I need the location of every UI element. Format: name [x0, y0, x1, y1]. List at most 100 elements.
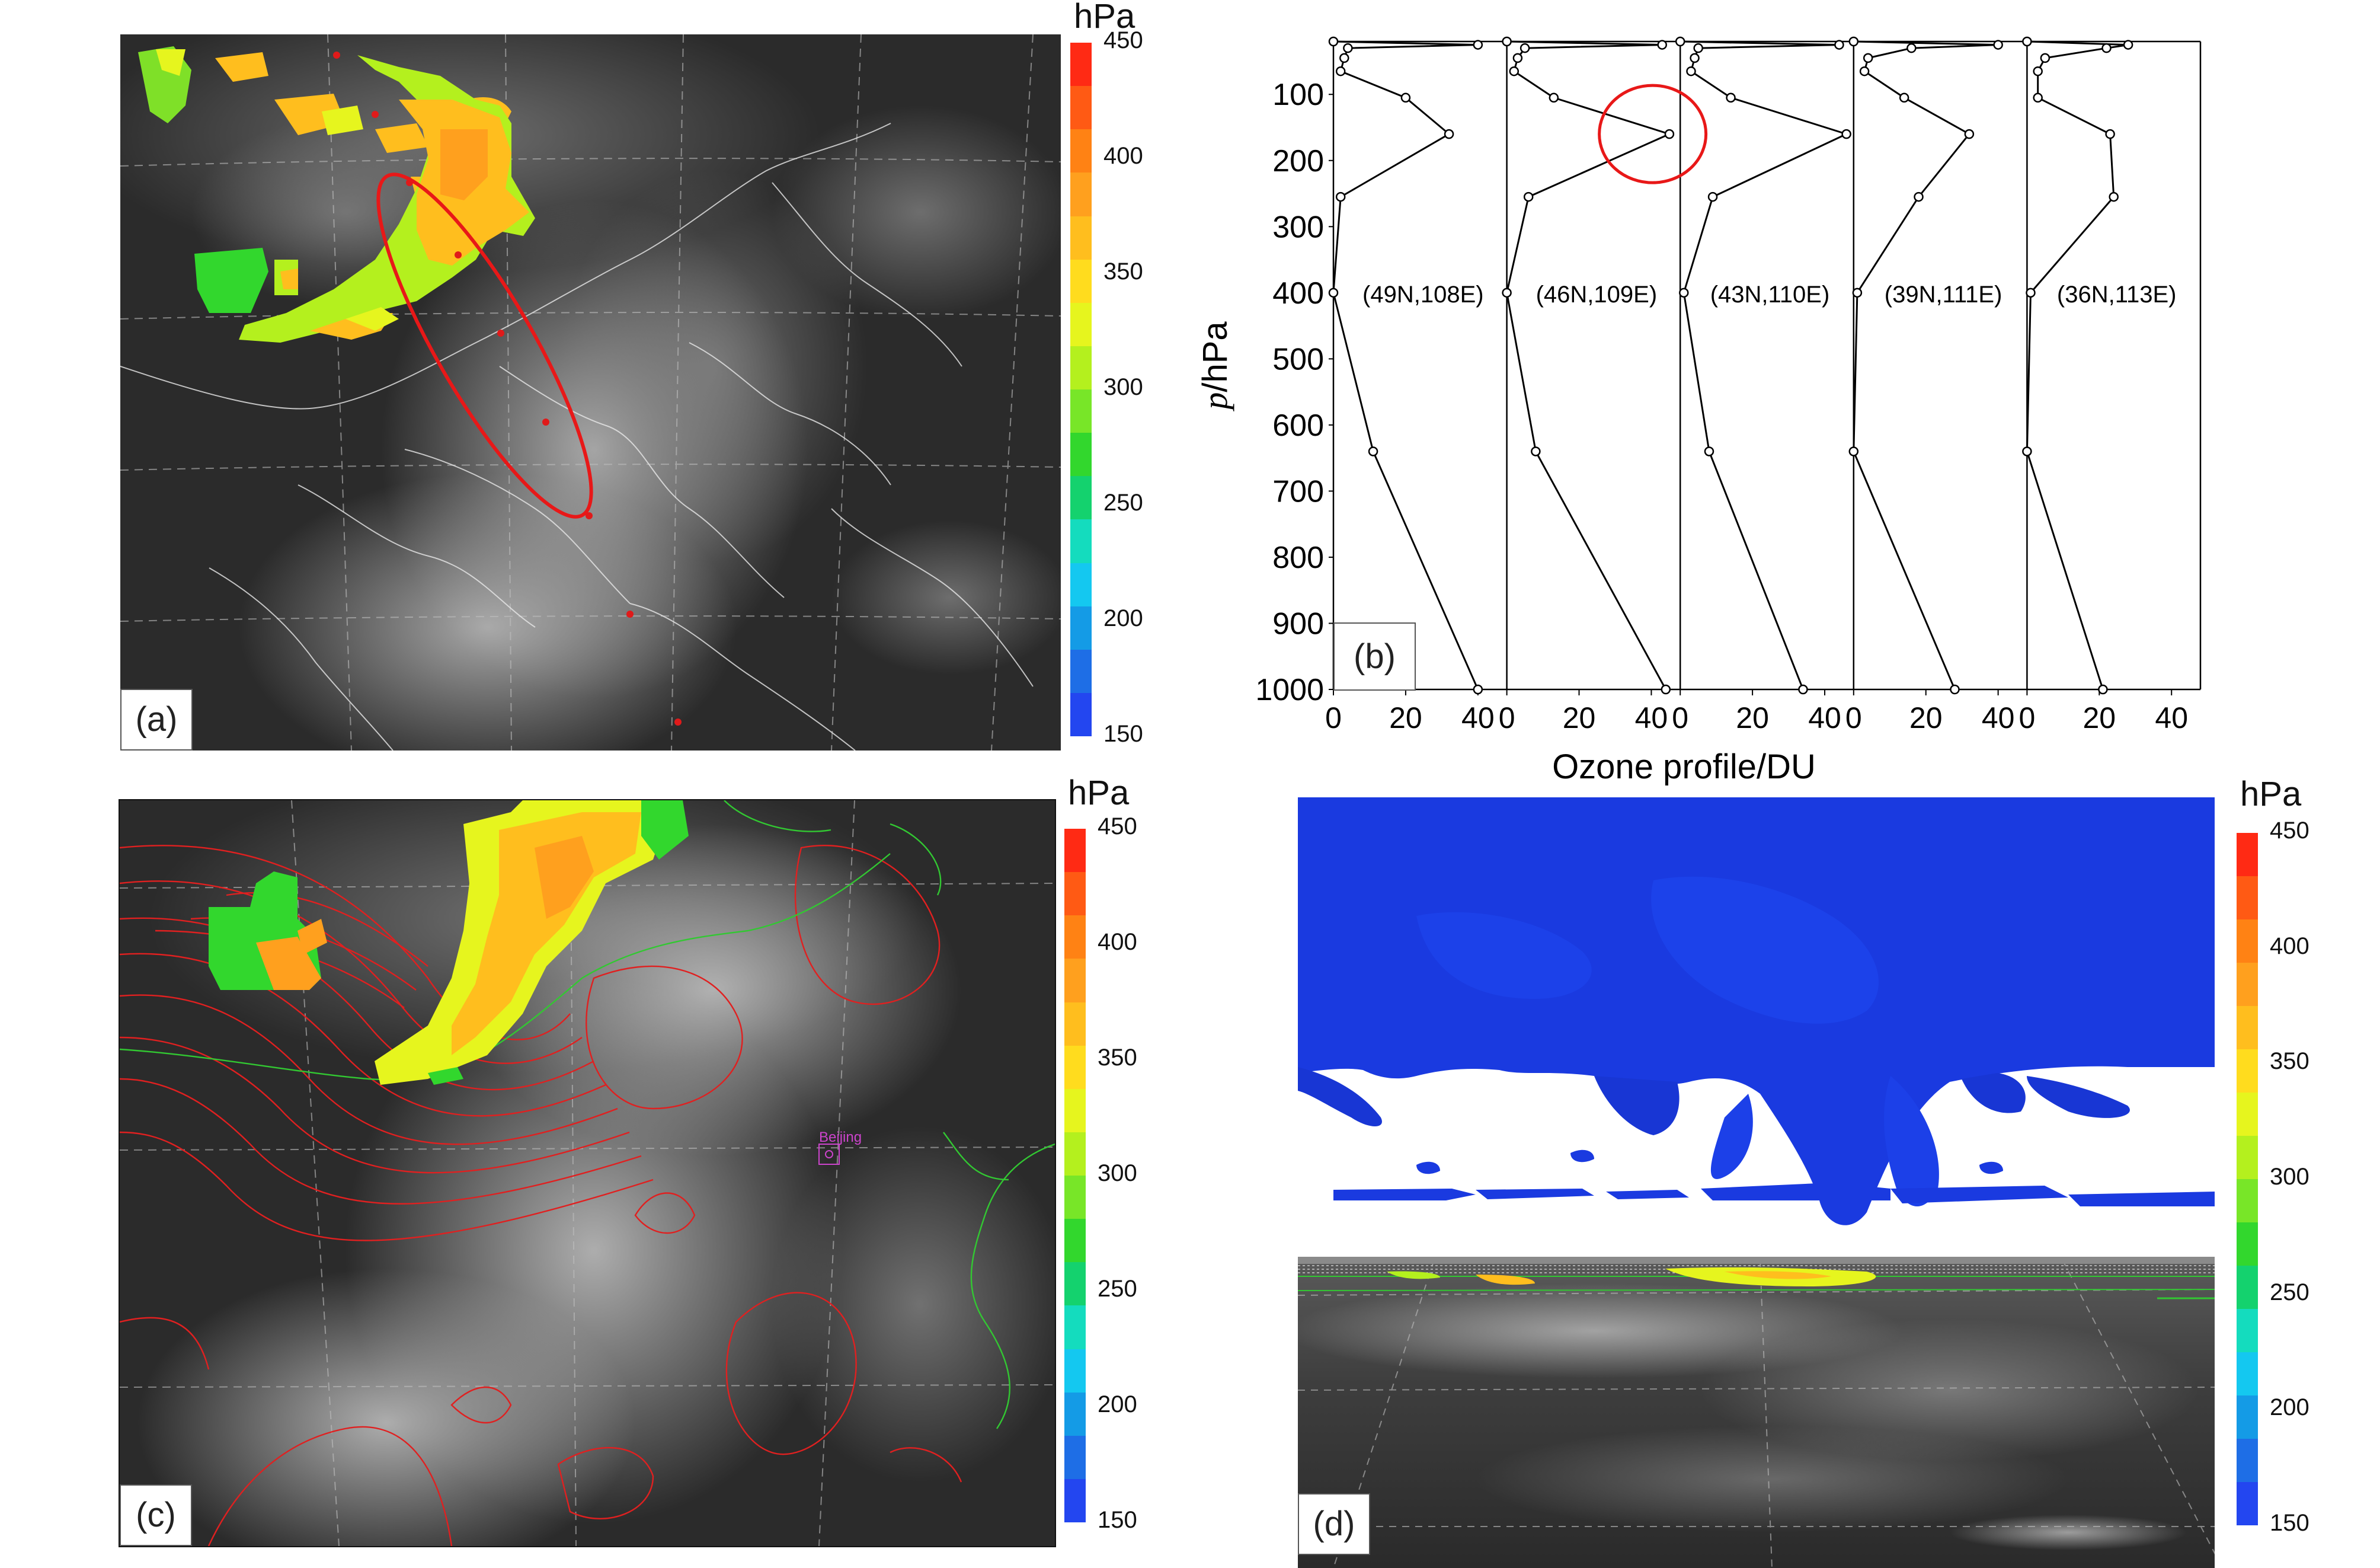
colorbar-tick-label: 200	[1103, 605, 1143, 631]
colorbar-tick-label: 350	[1103, 258, 1143, 285]
colorbar-swatch	[1064, 1478, 1086, 1522]
profile-point	[1328, 36, 1339, 47]
colorbar-tick-label: 250	[1098, 1276, 1137, 1302]
colorbar-swatch	[1064, 1392, 1086, 1436]
colorbar-swatch	[1070, 476, 1092, 520]
panel-d: (d)	[1298, 797, 2215, 1568]
colorbar-swatch	[1070, 216, 1092, 260]
colorbar-swatch	[1064, 1349, 1086, 1393]
colorbar-swatch	[2237, 1352, 2258, 1395]
profile-point	[2026, 288, 2036, 298]
series-label: (46N,109E)	[1536, 282, 1658, 308]
x-tick-label: 20	[1389, 701, 1422, 734]
profile-point	[1964, 129, 1975, 139]
x-tick-label: 0	[2018, 701, 2035, 734]
panel-a-label: (a)	[120, 689, 193, 751]
profile-point	[1531, 446, 1541, 456]
y-tick-label: 200	[1272, 144, 1324, 178]
colorbar-swatch	[2237, 1179, 2258, 1222]
colorbar-swatch	[2237, 1266, 2258, 1309]
colorbar-swatch	[2237, 876, 2258, 919]
series-label: (49N,108E)	[1362, 282, 1484, 308]
y-axis-label: p/hPa	[1196, 321, 1234, 412]
x-tick-label: 20	[2083, 701, 2116, 734]
y-tick-label: 800	[1272, 541, 1324, 575]
profile-point	[1657, 40, 1667, 50]
x-tick-label: 0	[1325, 701, 1342, 734]
colorbar-tick-label: 400	[1098, 929, 1137, 955]
profile-point	[1661, 684, 1671, 695]
colorbar-swatch	[2237, 1136, 2258, 1179]
colorbar-swatch	[1070, 389, 1092, 433]
profile-point	[1848, 36, 1859, 47]
x-tick-label: 40	[1808, 701, 1841, 734]
profile-point	[1848, 446, 1859, 456]
colorbar-swatch	[1064, 915, 1086, 959]
colorbar-swatch	[1064, 1176, 1086, 1219]
profile-line	[1506, 40, 1672, 690]
profile-point	[1690, 53, 1700, 63]
highlight-circle	[1598, 84, 1708, 184]
colorbar-swatches	[1064, 829, 1086, 1522]
x-tick-label: 0	[1845, 701, 1862, 734]
profile-point	[1523, 191, 1534, 202]
colorbar-swatch	[1064, 1219, 1086, 1263]
profile-point	[1343, 43, 1353, 53]
profile-point	[1906, 43, 1917, 53]
profile-point	[2105, 129, 2115, 139]
profile-point	[2022, 36, 2032, 47]
ctp-patches	[209, 800, 689, 1085]
profile-point	[2109, 191, 2119, 202]
profile-line	[1853, 40, 1998, 690]
series-label: (39N,111E)	[1885, 282, 2002, 308]
colorbar-swatch	[1070, 302, 1092, 346]
series-label: (36N,113E)	[2057, 282, 2177, 308]
colorbar-swatch	[2237, 1049, 2258, 1093]
colorbar-swatch	[1064, 872, 1086, 916]
profile-point	[1339, 53, 1349, 63]
y-tick-label: 300	[1272, 210, 1324, 244]
ctp-patches	[138, 46, 535, 343]
profile-point	[1473, 684, 1483, 695]
profile-point	[1798, 684, 1808, 695]
colorbar-tick-label: 250	[2270, 1279, 2309, 1305]
colorbar-swatch	[1070, 649, 1092, 693]
profile-point	[1520, 43, 1530, 53]
profile-point	[1335, 191, 1346, 202]
panel-a: (a)	[120, 34, 1061, 751]
colorbar-unit: hPa	[1074, 0, 1135, 36]
y-tick-label: 100	[1272, 78, 1324, 112]
profile-point	[1509, 66, 1520, 76]
colorbar-swatch	[1070, 606, 1092, 650]
colorbar-tick-label: 300	[1103, 374, 1143, 400]
panel-a-satellite-image	[120, 34, 1061, 751]
profile-line	[1332, 40, 1479, 690]
x-tick-label: 40	[1982, 701, 2015, 734]
profile-point	[2033, 92, 2043, 103]
series-label: (43N,110E)	[1710, 282, 1830, 308]
colorbar-swatch	[1070, 43, 1092, 87]
x-axis-label: Ozone profile/DU	[1552, 748, 1816, 786]
profile-point	[1368, 446, 1378, 456]
colorbar-tick-label: 150	[1098, 1507, 1137, 1533]
y-tick-label: 900	[1272, 606, 1324, 641]
colorbar-tick-label: 450	[1098, 813, 1137, 839]
city-marker	[818, 1144, 840, 1165]
colorbar-tick-label: 350	[1098, 1045, 1137, 1071]
profile-point	[1473, 40, 1483, 50]
colorbar-swatch	[1064, 1305, 1086, 1349]
colorbar-swatch	[2237, 1395, 2258, 1439]
colorbar-tick-label: 450	[2270, 817, 2309, 844]
x-tick-label: 0	[1672, 701, 1688, 734]
colorbar-swatches	[1070, 43, 1092, 736]
panel-b: 100 200 300 400 500 600 700 800 900 1000 p/hPa Ozon…	[1185, 18, 2252, 788]
profile-point	[1693, 43, 1703, 53]
profile-point	[1704, 446, 1714, 456]
colorbar-tick-label: 150	[2270, 1510, 2309, 1536]
colorbar-swatch	[1070, 519, 1092, 563]
y-tick-label: 700	[1272, 474, 1324, 509]
colorbar-swatch	[1064, 829, 1086, 873]
panel-c-label: (c)	[120, 1484, 192, 1546]
colorbar-tick-label: 150	[1103, 721, 1143, 747]
panel-a-colorbar: hPa 450 400 350 300 250 200 150	[1070, 0, 1177, 751]
